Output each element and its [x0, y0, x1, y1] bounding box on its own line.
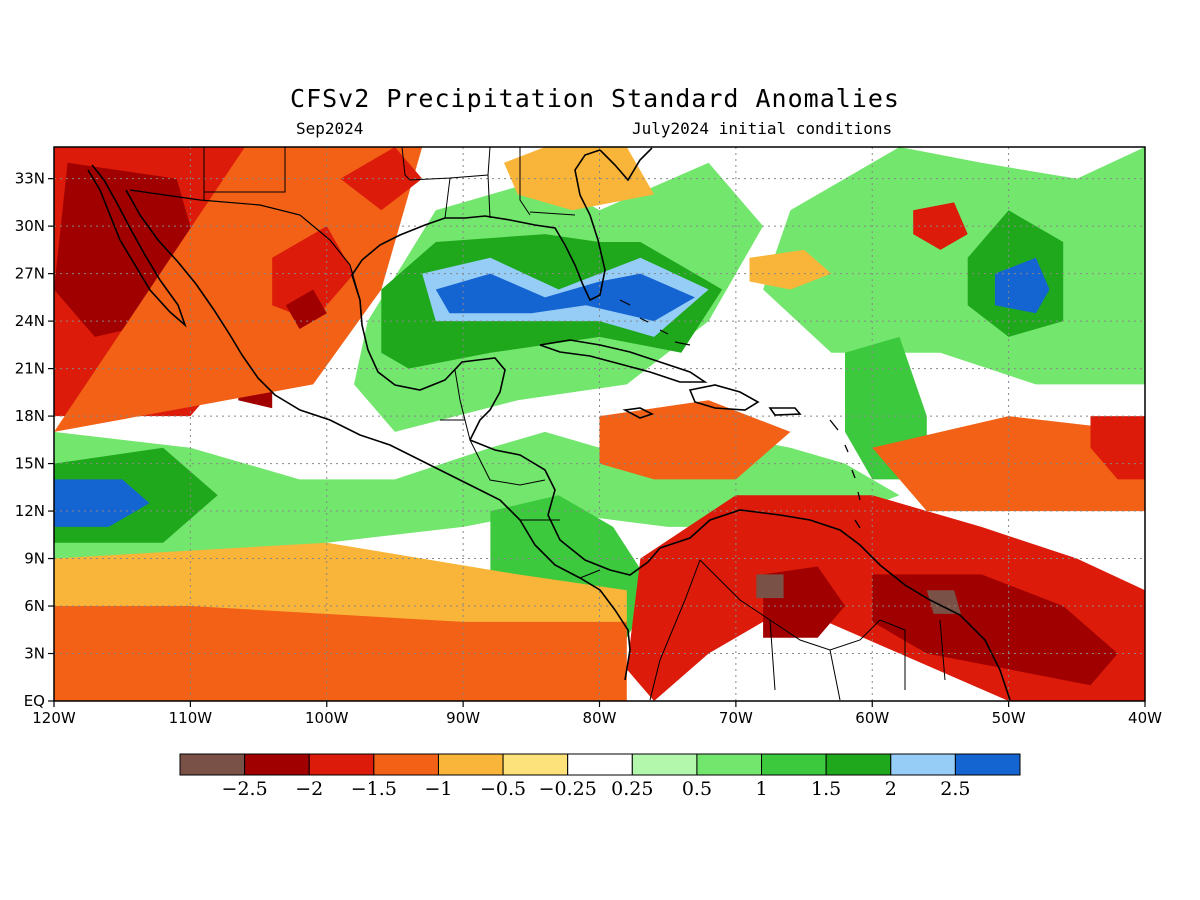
colorbar-label: −0.5 [480, 778, 526, 800]
lat-tick-label: 24N [15, 312, 45, 330]
colorbar-swatch [826, 754, 891, 775]
colorbar-label: 0.5 [682, 778, 712, 800]
lat-tick-label: EQ [24, 692, 45, 710]
colorbar-swatch [374, 754, 439, 775]
lon-tick-label: 90W [446, 709, 480, 727]
colorbar-swatch [697, 754, 762, 775]
lat-tick-label: 18N [15, 407, 45, 425]
colorbar-swatch [955, 754, 1020, 775]
lon-tick-label: 80W [583, 709, 617, 727]
colorbar-label: −2.5 [222, 778, 268, 800]
colorbar-label: 0.25 [611, 778, 653, 800]
colorbar-swatch [438, 754, 503, 775]
lon-tick-label: 50W [992, 709, 1026, 727]
colorbar-swatch [568, 754, 633, 775]
colorbar-swatch [632, 754, 697, 775]
lat-tick-label: 9N [24, 550, 45, 568]
anomaly-region-29 [756, 574, 783, 598]
colorbar-label: −0.25 [539, 778, 597, 800]
colorbar-label: −1.5 [351, 778, 397, 800]
lon-tick-label: 70W [719, 709, 753, 727]
colorbar: −2.5 −2 −1.5 −1 −0.5 −0.25 0.25 0.5 1 1.5 2 2.5 [180, 754, 1020, 800]
lat-tick-label: 30N [15, 217, 45, 235]
colorbar-label: 1 [755, 778, 767, 800]
colorbar-label: −1 [424, 778, 452, 800]
colorbar-swatch [503, 754, 568, 775]
lat-tick-label: 27N [15, 265, 45, 283]
lat-tick-label: 12N [15, 502, 45, 520]
colorbar-label: 1.5 [811, 778, 841, 800]
lat-tick-label: 21N [15, 360, 45, 378]
anomaly-map: 120W 110W 100W 90W 80W 70W 60W 50W 40WEQ3N6N9N12… [0, 0, 1200, 900]
colorbar-swatch [180, 754, 245, 775]
lon-tick-label: 100W [305, 709, 349, 727]
lat-tick-label: 15N [15, 455, 45, 473]
lon-tick-label: 110W [169, 709, 213, 727]
colorbar-label: −2 [295, 778, 323, 800]
colorbar-swatch [245, 754, 310, 775]
lon-tick-label: 60W [855, 709, 889, 727]
colorbar-swatch [309, 754, 374, 775]
colorbar-swatch [762, 754, 827, 775]
colorbar-label: 2.5 [940, 778, 970, 800]
lon-tick-label: 40W [1128, 709, 1162, 727]
lat-tick-label: 33N [15, 170, 45, 188]
lat-tick-label: 3N [24, 645, 45, 663]
lat-tick-label: 6N [24, 597, 45, 615]
lon-tick-label: 120W [32, 709, 76, 727]
plot-area [54, 147, 1145, 701]
colorbar-swatch [891, 754, 956, 775]
colorbar-label: 2 [885, 778, 897, 800]
